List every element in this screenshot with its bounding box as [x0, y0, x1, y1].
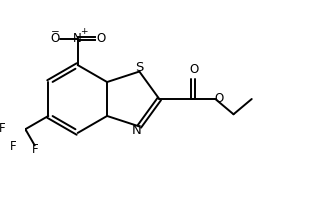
Text: O: O — [50, 32, 59, 45]
Text: O: O — [214, 91, 224, 105]
Text: N: N — [73, 32, 82, 45]
Text: F: F — [32, 143, 39, 156]
Text: O: O — [190, 63, 199, 76]
Text: F: F — [0, 122, 6, 135]
Text: +: + — [81, 28, 88, 36]
Text: N: N — [132, 124, 141, 137]
Text: F: F — [10, 140, 17, 153]
Text: O: O — [96, 32, 105, 45]
Text: −: − — [50, 27, 59, 36]
Text: S: S — [135, 61, 143, 74]
